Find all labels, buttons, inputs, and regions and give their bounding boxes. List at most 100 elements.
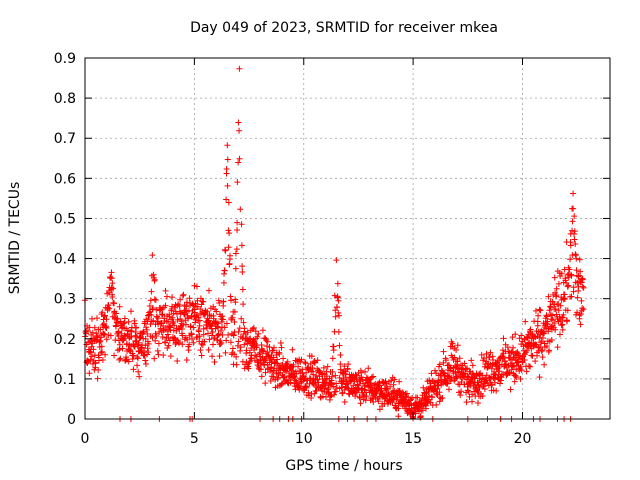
- data-point: [224, 182, 231, 189]
- data-point: [543, 343, 550, 350]
- data-point: [560, 311, 567, 318]
- data-point: [313, 372, 320, 379]
- data-point: [135, 368, 142, 375]
- y-tick-labels: 0 0.1 0.2 0.3 0.4 0.5 0.6 0.7 0.8 0.9: [54, 51, 76, 428]
- data-point: [88, 315, 95, 322]
- data-point: [123, 354, 130, 361]
- data-point: [453, 346, 460, 353]
- data-point: [225, 199, 232, 206]
- data-point: [252, 352, 259, 359]
- data-point: [539, 347, 546, 354]
- data-point: [98, 343, 105, 350]
- data-point: [469, 398, 476, 405]
- data-point: [155, 321, 162, 328]
- data-point: [95, 366, 102, 373]
- data-point: [109, 280, 116, 287]
- x-tick-label: 5: [190, 431, 199, 447]
- data-point: [278, 381, 285, 388]
- data-point: [280, 355, 287, 362]
- data-point: [580, 306, 587, 313]
- data-point: [509, 334, 516, 341]
- data-point: [167, 324, 174, 331]
- data-point: [235, 328, 242, 335]
- axis-ticks: [84, 57, 610, 420]
- data-point: [341, 363, 348, 370]
- data-point: [289, 346, 296, 353]
- data-point: [580, 284, 587, 291]
- data-point: [284, 358, 291, 365]
- data-point: [549, 312, 556, 319]
- data-point: [143, 360, 150, 367]
- data-point: [324, 363, 331, 370]
- data-point: [240, 319, 247, 326]
- data-point: [541, 361, 548, 368]
- data-point: [179, 341, 186, 348]
- data-point: [292, 377, 299, 384]
- data-point: [125, 358, 132, 365]
- data-point: [334, 280, 341, 287]
- data-point: [487, 349, 494, 356]
- data-point: [480, 383, 487, 390]
- data-point: [225, 244, 232, 251]
- data-point: [569, 218, 576, 225]
- data-point: [571, 231, 578, 238]
- data-point: [302, 360, 309, 367]
- data-point: [144, 345, 151, 352]
- data-point: [244, 329, 251, 336]
- data-point: [199, 342, 206, 349]
- x-tick-label: 10: [295, 431, 313, 447]
- data-point: [219, 313, 226, 320]
- data-point: [275, 374, 282, 381]
- data-point: [133, 324, 140, 331]
- data-point: [276, 351, 283, 358]
- data-point: [333, 257, 340, 264]
- data-point: [527, 363, 534, 370]
- x-tick-label: 20: [514, 431, 532, 447]
- data-point: [457, 392, 464, 399]
- data-point: [315, 379, 322, 386]
- data-point: [559, 326, 566, 333]
- data-point: [546, 307, 553, 314]
- data-point: [272, 359, 279, 366]
- data-point: [233, 361, 240, 368]
- data-point: [330, 383, 337, 390]
- data-point: [232, 250, 239, 257]
- data-point: [200, 331, 207, 338]
- data-point: [559, 321, 566, 328]
- data-point: [456, 355, 463, 362]
- data-point: [100, 331, 107, 338]
- data-point: [209, 328, 216, 335]
- data-point: [140, 328, 147, 335]
- data-point: [144, 330, 151, 337]
- data-point: [238, 242, 245, 249]
- data-point: [165, 335, 172, 342]
- data-point: [237, 347, 244, 354]
- data-point: [433, 401, 440, 408]
- data-point: [327, 393, 334, 400]
- data-point: [179, 332, 186, 339]
- data-point: [159, 311, 166, 318]
- data-point: [232, 299, 239, 306]
- data-point: [352, 371, 359, 378]
- data-point: [223, 337, 230, 344]
- data-point: [116, 356, 123, 363]
- data-point: [571, 228, 578, 235]
- data-point: [146, 302, 153, 309]
- data-point: [162, 339, 169, 346]
- y-tick-label: 0.2: [54, 332, 76, 348]
- data-point: [234, 179, 241, 186]
- data-point: [197, 295, 204, 302]
- data-point: [87, 356, 94, 363]
- data-point: [163, 293, 170, 300]
- data-point: [447, 365, 454, 372]
- data-point: [145, 340, 152, 347]
- data-point: [238, 221, 245, 228]
- data-point: [183, 357, 190, 364]
- data-point: [192, 319, 199, 326]
- data-point: [87, 349, 94, 356]
- data-point: [93, 330, 100, 337]
- data-point: [134, 362, 141, 369]
- data-point: [469, 362, 476, 369]
- data-point: [464, 365, 471, 372]
- data-point: [335, 297, 342, 304]
